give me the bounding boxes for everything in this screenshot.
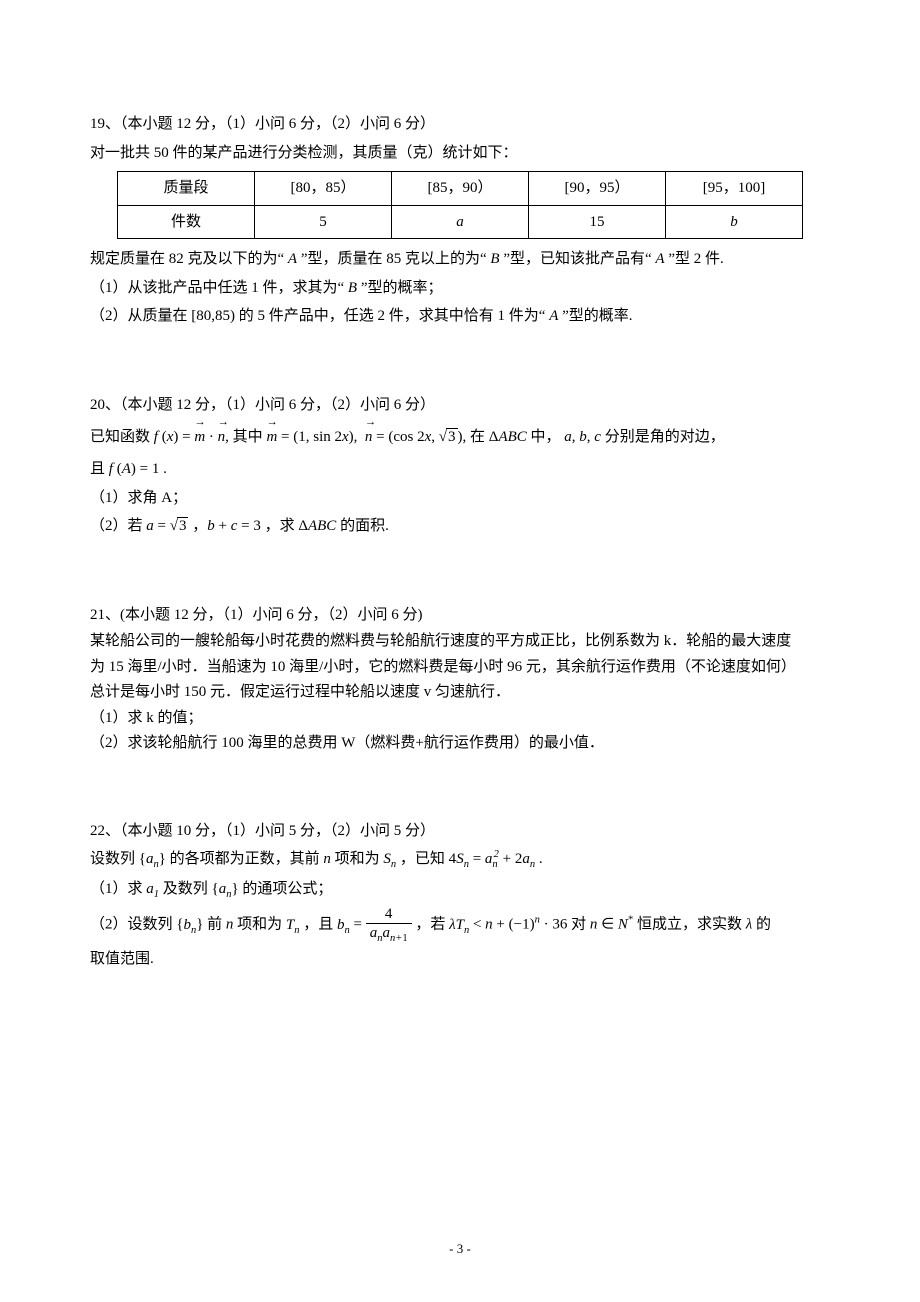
cell: b xyxy=(666,205,803,239)
problem-20: 20、（本小题 12 分，（1）小问 6 分，（2）小问 6 分） 已知函数 f… xyxy=(90,391,830,541)
cell: [80，85） xyxy=(255,172,392,206)
cell: [85，90） xyxy=(392,172,529,206)
p20-cond: 且 f (A) = 1 . xyxy=(90,455,830,484)
cell: 15 xyxy=(529,205,666,239)
p21-header: 21、(本小题 12 分，（1）小问 6 分，（2）小问 6 分) xyxy=(90,601,830,630)
p21-l2: 为 15 海里/小时．当船速为 10 海里/小时，它的燃料费是每小时 96 元，… xyxy=(90,655,830,681)
p19-q1: （1）从该批产品中任选 1 件，求其为“ B ”型的概率； xyxy=(90,274,830,303)
cell: 5 xyxy=(255,205,392,239)
problem-19: 19、（本小题 12 分，（1）小问 6 分，（2）小问 6 分） 对一批共 5… xyxy=(90,110,830,331)
p19-intro: 对一批共 50 件的某产品进行分类检测，其质量（克）统计如下： xyxy=(90,139,830,168)
page: 19、（本小题 12 分，（1）小问 6 分，（2）小问 6 分） 对一批共 5… xyxy=(0,0,920,1302)
problem-21: 21、(本小题 12 分，（1）小问 6 分，（2）小问 6 分) 某轮船公司的… xyxy=(90,601,830,757)
table-row: 质量段 [80，85） [85，90） [90，95） [95，100] xyxy=(118,172,803,206)
p21-q1: （1）求 k 的值； xyxy=(90,706,830,732)
cell: a xyxy=(392,205,529,239)
p22-q1: （1）求 a1 及数列 {an} 的通项公式； xyxy=(90,875,830,905)
p21-q2: （2）求该轮船航行 100 海里的总费用 W（燃料费+航行运作费用）的最小值． xyxy=(90,731,830,757)
cell: [90，95） xyxy=(529,172,666,206)
page-number: - 3 - xyxy=(0,1237,920,1262)
cell: 质量段 xyxy=(118,172,255,206)
p19-header: 19、（本小题 12 分，（1）小问 6 分，（2）小问 6 分） xyxy=(90,110,830,139)
p19-q2: （2）从质量在 [80,85) 的 5 件产品中，任选 2 件，求其中恰有 1 … xyxy=(90,302,830,331)
p20-q1: （1）求角 A； xyxy=(90,484,830,513)
cell: [95，100] xyxy=(666,172,803,206)
problem-22: 22、（本小题 10 分，（1）小问 5 分，（2）小问 5 分） 设数列 {a… xyxy=(90,817,830,974)
p21-l1: 某轮船公司的一艘轮船每小时花费的燃料费与轮船航行速度的平方成正比，比例系数为 k… xyxy=(90,629,830,655)
p19-table: 质量段 [80，85） [85，90） [90，95） [95，100] 件数 … xyxy=(117,171,803,239)
text: 规定质量在 82 克及以下的为“ A ”型，质量在 85 克以上的为“ B ”型… xyxy=(90,251,724,267)
p21-l3: 总计是每小时 150 元．假定运行过程中轮船以速度 v 匀速航行． xyxy=(90,680,830,706)
p20-intro: 已知函数 f (x) = m · n, 其中 m = (1, sin 2x), … xyxy=(90,419,830,455)
p22-header: 22、（本小题 10 分，（1）小问 5 分，（2）小问 5 分） xyxy=(90,817,830,846)
p22-q2: （2）设数列 {bn} 前 n 项和为 Tn ，且 bn = 4anan+1 ，… xyxy=(90,905,830,946)
p19-after-table: 规定质量在 82 克及以下的为“ A ”型，质量在 85 克以上的为“ B ”型… xyxy=(90,245,830,274)
p22-intro: 设数列 {an} 的各项都为正数，其前 n 项和为 Sn ，已知 4Sn = a… xyxy=(90,845,830,875)
table-row: 件数 5 a 15 b xyxy=(118,205,803,239)
cell: 件数 xyxy=(118,205,255,239)
p22-q2-last: 取值范围. xyxy=(90,945,830,974)
p20-q2: （2）若 a = √3 ，b + c = 3 ，求 ΔABC 的面积. xyxy=(90,512,830,541)
